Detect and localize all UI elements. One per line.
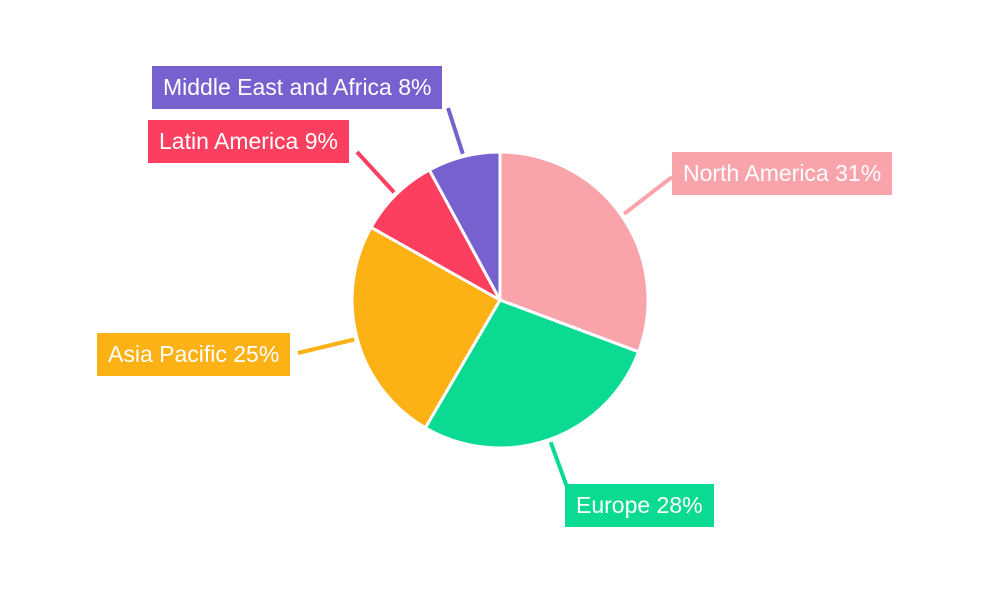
slice-label-latin-america: Latin America 9% [148,120,349,163]
leader-line-north-america [622,175,674,216]
pie-slice-asia-pacific[interactable] [350,225,502,430]
leader-line-europe [548,441,569,488]
leader-line-middle-east-and-africa [446,107,465,155]
pie-slice-middle-east-and-africa[interactable] [427,150,502,302]
slice-label-middle-east-and-africa: Middle East and Africa 8% [152,66,443,109]
slice-label-europe: Europe 28% [565,484,714,527]
leader-line-asia-pacific [297,337,355,355]
pie-slice-latin-america[interactable] [369,168,502,302]
slice-label-asia-pacific: Asia Pacific 25% [97,333,291,376]
leader-line-latin-america [355,150,396,194]
pie-slice-north-america[interactable] [498,150,650,354]
slice-label-north-america: North America 31% [672,152,893,195]
